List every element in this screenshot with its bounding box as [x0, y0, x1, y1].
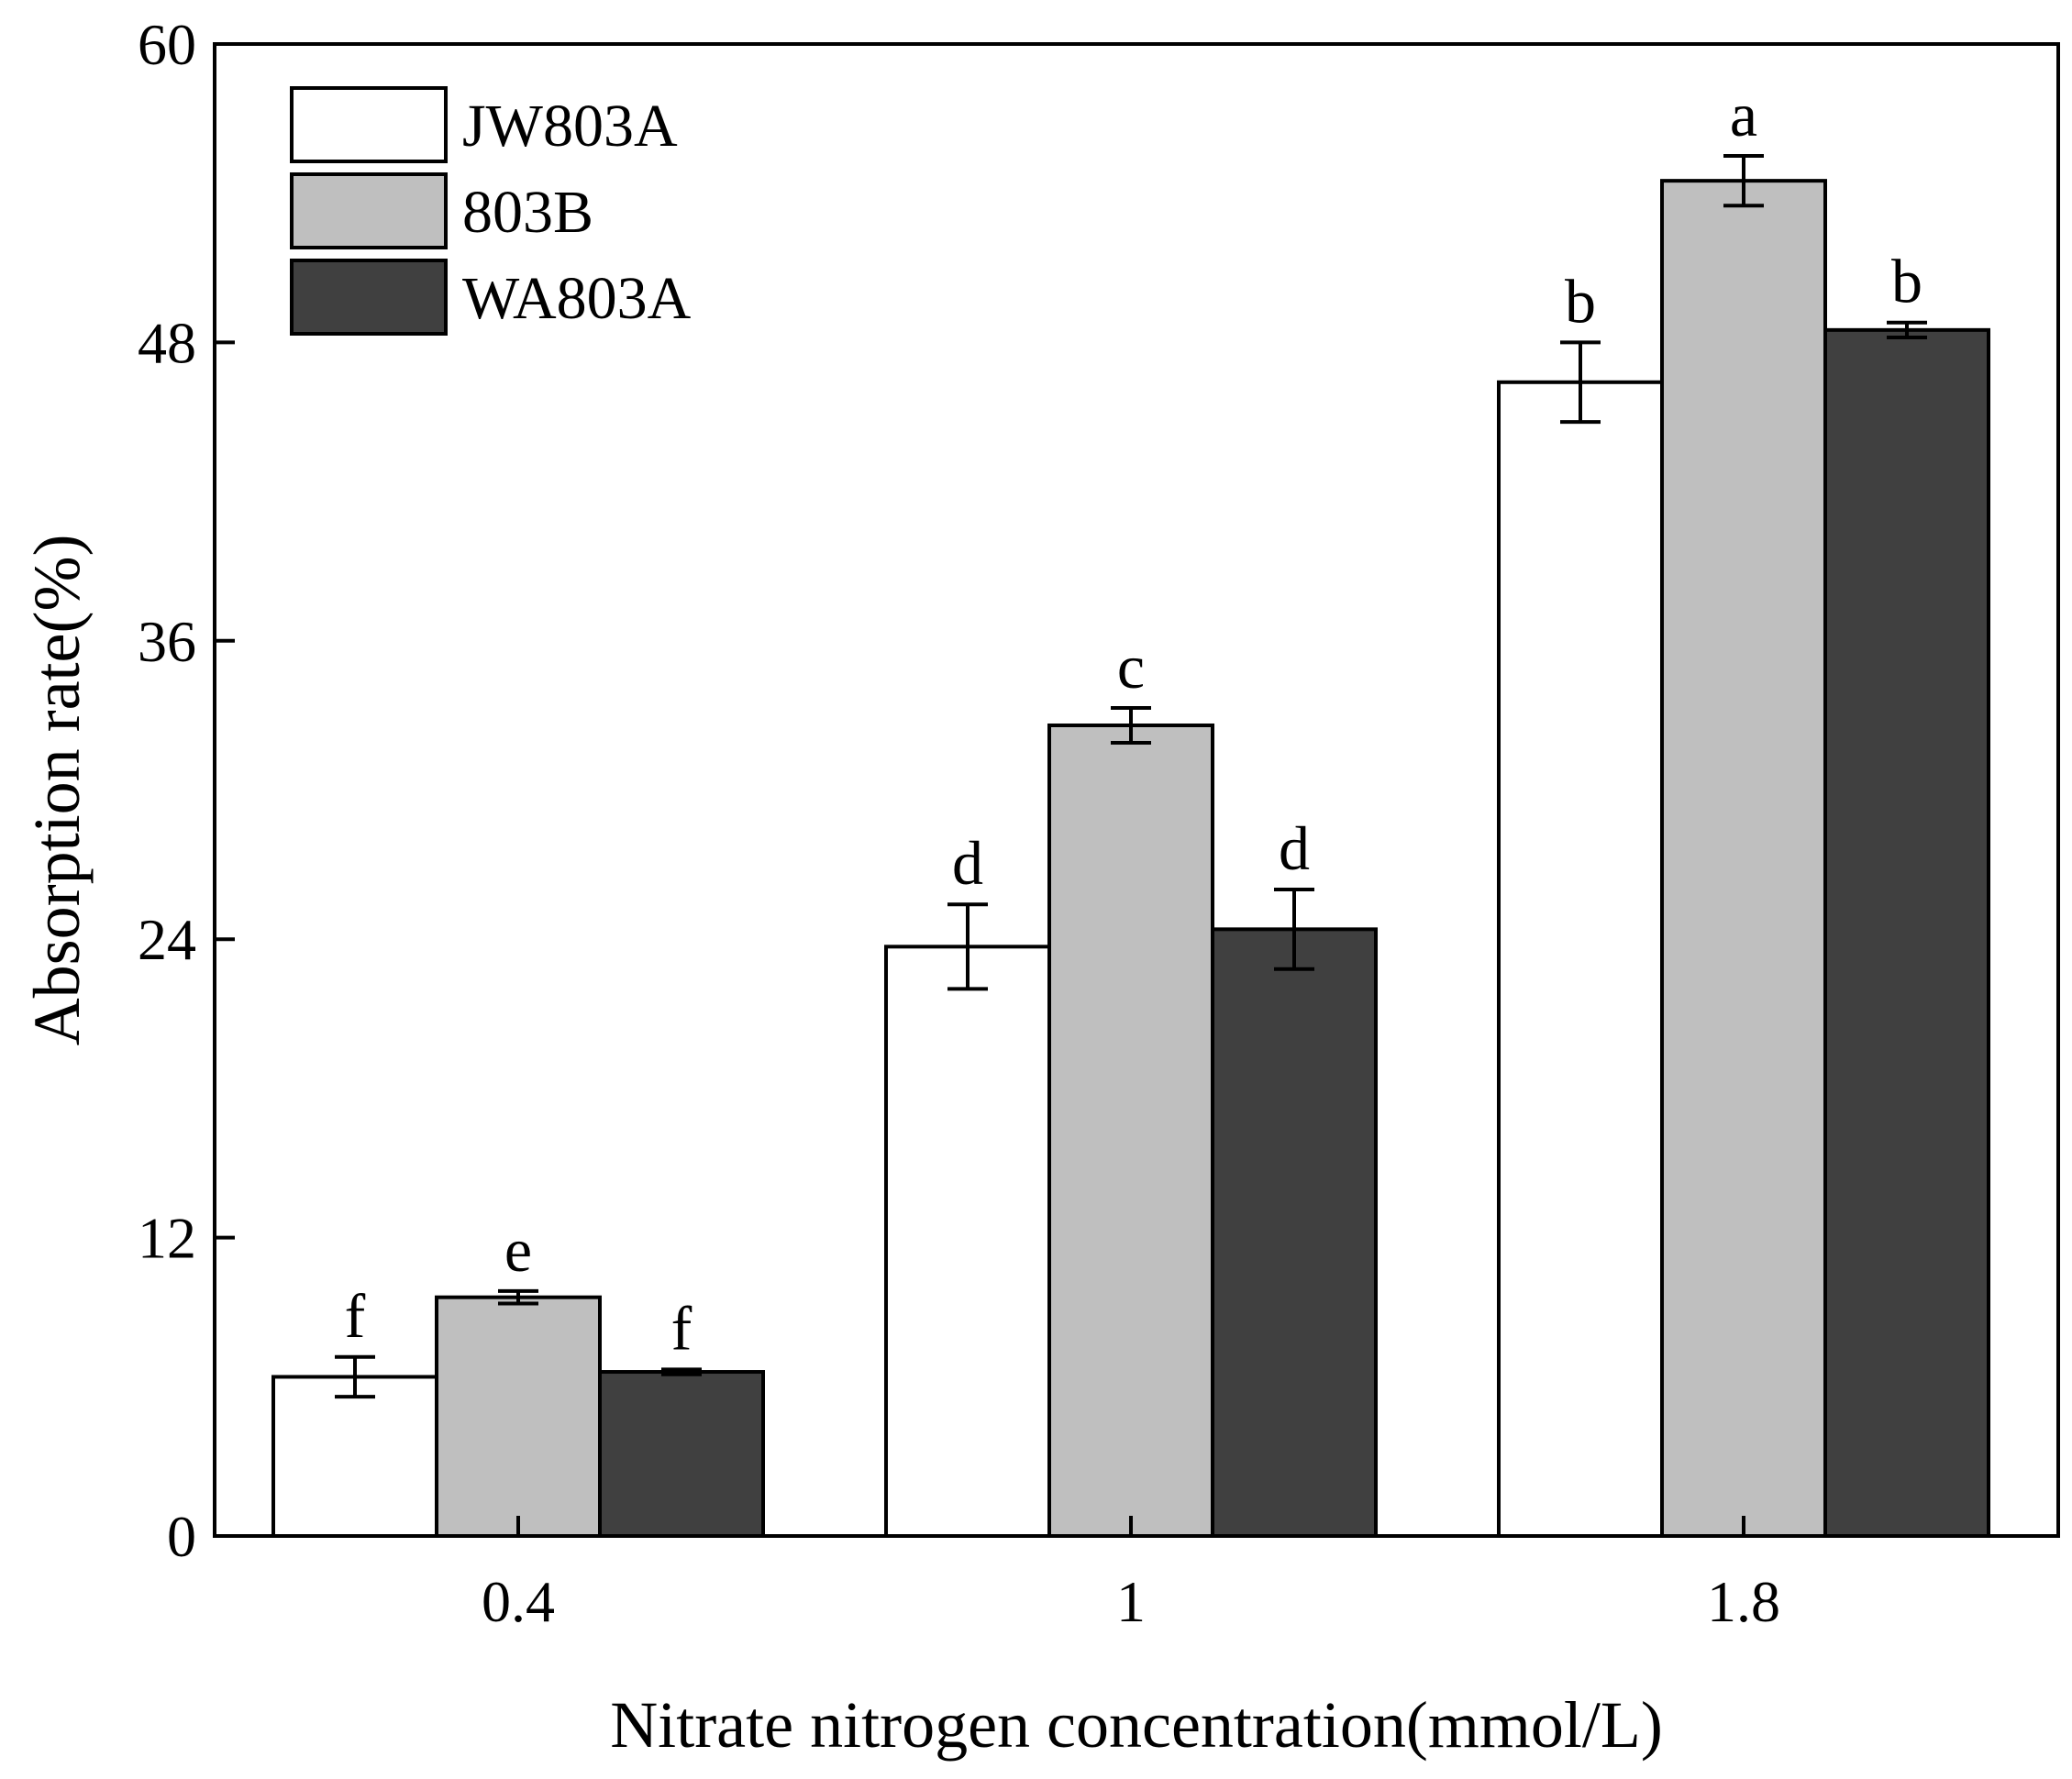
legend-swatch — [290, 259, 448, 336]
error-bar — [661, 1367, 702, 1376]
legend-label: 803B — [462, 179, 593, 246]
significance-letter: d — [1279, 813, 1310, 883]
error-bars-layer — [335, 154, 1927, 1399]
error-bar — [1723, 154, 1764, 208]
significance-letter: b — [1565, 266, 1596, 336]
error-bar — [1887, 320, 1927, 339]
error-bar — [498, 1288, 538, 1306]
y-tick-label: 0 — [167, 1504, 196, 1569]
bars-layer — [271, 179, 1990, 1539]
significance-letter: c — [1117, 632, 1145, 702]
legend-label: WA803A — [462, 265, 692, 332]
plot-frame — [213, 42, 2060, 1538]
significance-letter: f — [671, 1293, 693, 1363]
significance-letters-layer: f d b e c a f d b — [345, 80, 1922, 1363]
significance-letter: a — [1730, 80, 1757, 149]
x-tick-label: 1.8 — [1707, 1569, 1780, 1634]
y-tick-label: 60 — [138, 12, 196, 77]
error-bar — [335, 1354, 375, 1399]
bar-803b — [1660, 179, 1827, 1538]
significance-letter: b — [1891, 247, 1922, 316]
legend-swatch — [290, 172, 448, 249]
significance-letter: f — [345, 1281, 366, 1351]
y-tick-label: 24 — [138, 907, 196, 972]
x-tick-label: 1 — [1116, 1569, 1146, 1634]
axis-ticks-layer: 0 12 24 36 48 60 0.4 1 1.8 — [138, 12, 1780, 1634]
bar-803b — [435, 1295, 602, 1539]
bar-wa803a — [1823, 327, 1990, 1538]
significance-letter: e — [504, 1215, 532, 1285]
legend-item: JW803A — [290, 86, 678, 163]
bar-jw803a — [271, 1375, 438, 1539]
bar-jw803a — [1497, 380, 1664, 1539]
bar-jw803a — [884, 945, 1051, 1538]
legend: JW803A 803B WA803A — [290, 86, 692, 336]
significance-letter: d — [952, 828, 983, 898]
x-axis-title: Nitrate nitrogen concentration(mmol/L) — [610, 1688, 1663, 1762]
error-bar — [947, 902, 988, 991]
y-tick-label: 48 — [138, 310, 196, 375]
legend-item: 803B — [290, 172, 593, 249]
y-tick-label: 36 — [138, 609, 196, 674]
bar-wa803a — [1211, 927, 1378, 1538]
legend-label: JW803A — [462, 93, 678, 160]
x-tick-label: 0.4 — [482, 1569, 555, 1634]
y-tick-label: 12 — [138, 1206, 196, 1271]
error-bar — [1274, 887, 1314, 971]
legend-swatch — [290, 86, 448, 163]
error-bar — [1560, 340, 1601, 425]
y-axis-title: Absorption rate(%) — [20, 535, 94, 1046]
bar-wa803a — [598, 1370, 765, 1539]
legend-item: WA803A — [290, 259, 692, 336]
error-bar — [1111, 706, 1151, 745]
bar-803b — [1047, 723, 1214, 1538]
